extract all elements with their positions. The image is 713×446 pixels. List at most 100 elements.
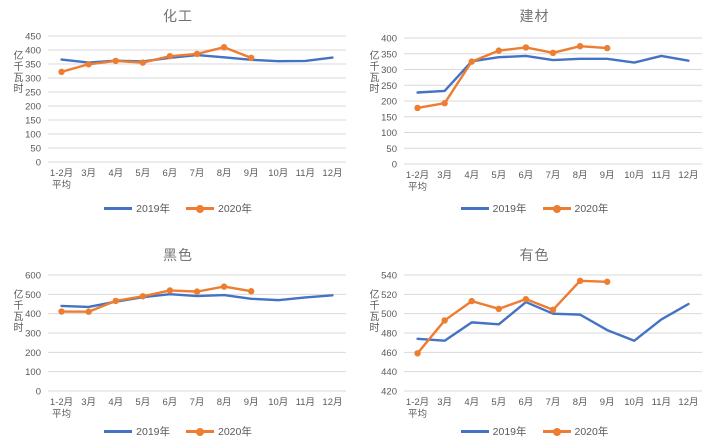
- svg-text:440: 440: [381, 367, 397, 378]
- svg-text:4月: 4月: [464, 397, 479, 408]
- svg-text:6月: 6月: [163, 397, 178, 408]
- svg-text:400: 400: [381, 34, 397, 45]
- svg-text:480: 480: [381, 329, 397, 340]
- svg-text:4月: 4月: [108, 168, 123, 179]
- svg-text:5月: 5月: [491, 397, 506, 408]
- svg-text:250: 250: [381, 81, 397, 92]
- svg-text:500: 500: [381, 309, 397, 320]
- svg-text:12月: 12月: [678, 170, 698, 181]
- svg-text:520: 520: [381, 290, 397, 301]
- svg-text:6月: 6月: [519, 170, 534, 181]
- chart-ferrous: 黑色 亿千瓦时 0 100 200 300 400 500 600 1-2月平均 3月 4月 5月 6…: [0, 223, 356, 446]
- svg-text:10月: 10月: [268, 397, 288, 408]
- svg-text:0: 0: [392, 160, 397, 171]
- svg-text:200: 200: [25, 102, 41, 113]
- svg-text:1-2月平均: 1-2月平均: [406, 397, 429, 420]
- y-axis-label: 亿千瓦时: [11, 50, 22, 94]
- svg-text:100: 100: [25, 130, 41, 141]
- svg-text:300: 300: [25, 74, 41, 85]
- svg-text:1-2月平均: 1-2月平均: [406, 170, 429, 193]
- svg-text:200: 200: [25, 348, 41, 359]
- legend-item-2020: 2020年: [542, 201, 608, 216]
- legend-line-marker-icon: [542, 204, 571, 213]
- svg-text:150: 150: [25, 116, 41, 127]
- chart-title: 建材: [519, 8, 550, 24]
- y-axis-label: 亿千瓦时: [367, 50, 378, 94]
- plot-area: 0 100 200 300 400 500 600 1-2月平均 3月 4月 5月 6月 7月 8月 9月 1…: [25, 271, 346, 420]
- legend-label: 2020年: [574, 426, 609, 438]
- svg-text:100: 100: [25, 367, 41, 378]
- svg-text:200: 200: [381, 97, 397, 108]
- svg-text:0: 0: [36, 387, 41, 398]
- svg-text:5月: 5月: [135, 397, 150, 408]
- svg-text:3月: 3月: [81, 168, 96, 179]
- svg-text:10月: 10月: [624, 397, 644, 408]
- svg-text:11月: 11月: [652, 397, 671, 408]
- chart-chemical: 化工 亿千瓦时 0 50 100 150 200 250 300 350 400 450 1-2月平…: [0, 0, 356, 223]
- svg-text:450: 450: [25, 32, 41, 43]
- legend-label: 2019年: [136, 203, 170, 215]
- legend-label: 2020年: [218, 203, 252, 215]
- svg-text:300: 300: [381, 65, 397, 76]
- svg-text:250: 250: [25, 88, 41, 99]
- chart-title: 化工: [163, 8, 193, 24]
- legend-line-icon: [460, 207, 489, 210]
- svg-text:500: 500: [25, 290, 41, 301]
- legend-item-2019: 2019年: [104, 424, 170, 439]
- svg-text:8月: 8月: [573, 170, 588, 181]
- legend-line-icon: [460, 430, 489, 433]
- svg-text:4月: 4月: [464, 170, 479, 181]
- svg-text:12月: 12月: [322, 397, 342, 408]
- legend-line-icon: [104, 430, 133, 433]
- chart-building-materials: 建材 亿千瓦时 0 50 100 150 200 250 300 350 400 1-2月平均 3月…: [356, 0, 713, 223]
- chart-legend: 2019年 2020年: [0, 201, 356, 216]
- legend-line-marker-icon: [186, 204, 214, 213]
- svg-text:540: 540: [381, 271, 397, 282]
- legend-label: 2019年: [492, 426, 527, 438]
- svg-text:12月: 12月: [678, 397, 698, 408]
- svg-text:7月: 7月: [546, 397, 561, 408]
- legend-label: 2020年: [218, 426, 252, 438]
- svg-text:9月: 9月: [244, 168, 259, 179]
- svg-text:420: 420: [381, 387, 397, 398]
- plot-area: 0 50 100 150 200 250 300 350 400 1-2月平均 3月 4月 5月 6月 7月…: [381, 34, 702, 193]
- svg-text:350: 350: [25, 60, 41, 71]
- svg-text:9月: 9月: [600, 397, 615, 408]
- plot-area: 0 50 100 150 200 250 300 350 400 450 1-2月平均 3月 4月 5月 6…: [25, 32, 346, 191]
- svg-text:4月: 4月: [108, 397, 123, 408]
- svg-text:11月: 11月: [296, 168, 315, 179]
- svg-text:150: 150: [381, 112, 397, 123]
- legend-item-2019: 2019年: [104, 201, 170, 216]
- svg-text:6月: 6月: [163, 168, 178, 179]
- y-axis-label: 亿千瓦时: [367, 289, 378, 333]
- legend-item-2019: 2019年: [460, 424, 527, 439]
- svg-text:0: 0: [36, 158, 41, 169]
- chart-legend: 2019年 2020年: [0, 424, 356, 439]
- chart-nonferrous: 有色 亿千瓦时 420 440 460 480 500 520 540 1-2月平均 3月 4月 5…: [356, 223, 713, 446]
- svg-text:11月: 11月: [652, 170, 671, 181]
- legend-line-marker-icon: [542, 427, 571, 436]
- svg-text:6月: 6月: [519, 397, 534, 408]
- legend-line-icon: [104, 207, 133, 210]
- svg-text:3月: 3月: [437, 170, 452, 181]
- svg-text:1-2月平均: 1-2月平均: [50, 397, 73, 420]
- svg-text:460: 460: [381, 348, 397, 359]
- legend-item-2020: 2020年: [186, 424, 252, 439]
- svg-text:8月: 8月: [217, 168, 232, 179]
- chart-legend: 2019年 2020年: [356, 424, 713, 439]
- legend-line-marker-icon: [186, 427, 214, 436]
- chart-title: 有色: [519, 247, 550, 263]
- chart-legend: 2019年 2020年: [356, 201, 713, 216]
- svg-text:3月: 3月: [437, 397, 452, 408]
- svg-text:3月: 3月: [81, 397, 96, 408]
- y-axis-label: 亿千瓦时: [11, 289, 22, 333]
- svg-text:8月: 8月: [217, 397, 232, 408]
- svg-text:350: 350: [381, 49, 397, 60]
- legend-item-2020: 2020年: [542, 424, 609, 439]
- legend-item-2020: 2020年: [186, 201, 252, 216]
- svg-text:600: 600: [25, 271, 41, 282]
- svg-text:5月: 5月: [135, 168, 150, 179]
- svg-text:9月: 9月: [600, 170, 615, 181]
- svg-text:11月: 11月: [296, 397, 315, 408]
